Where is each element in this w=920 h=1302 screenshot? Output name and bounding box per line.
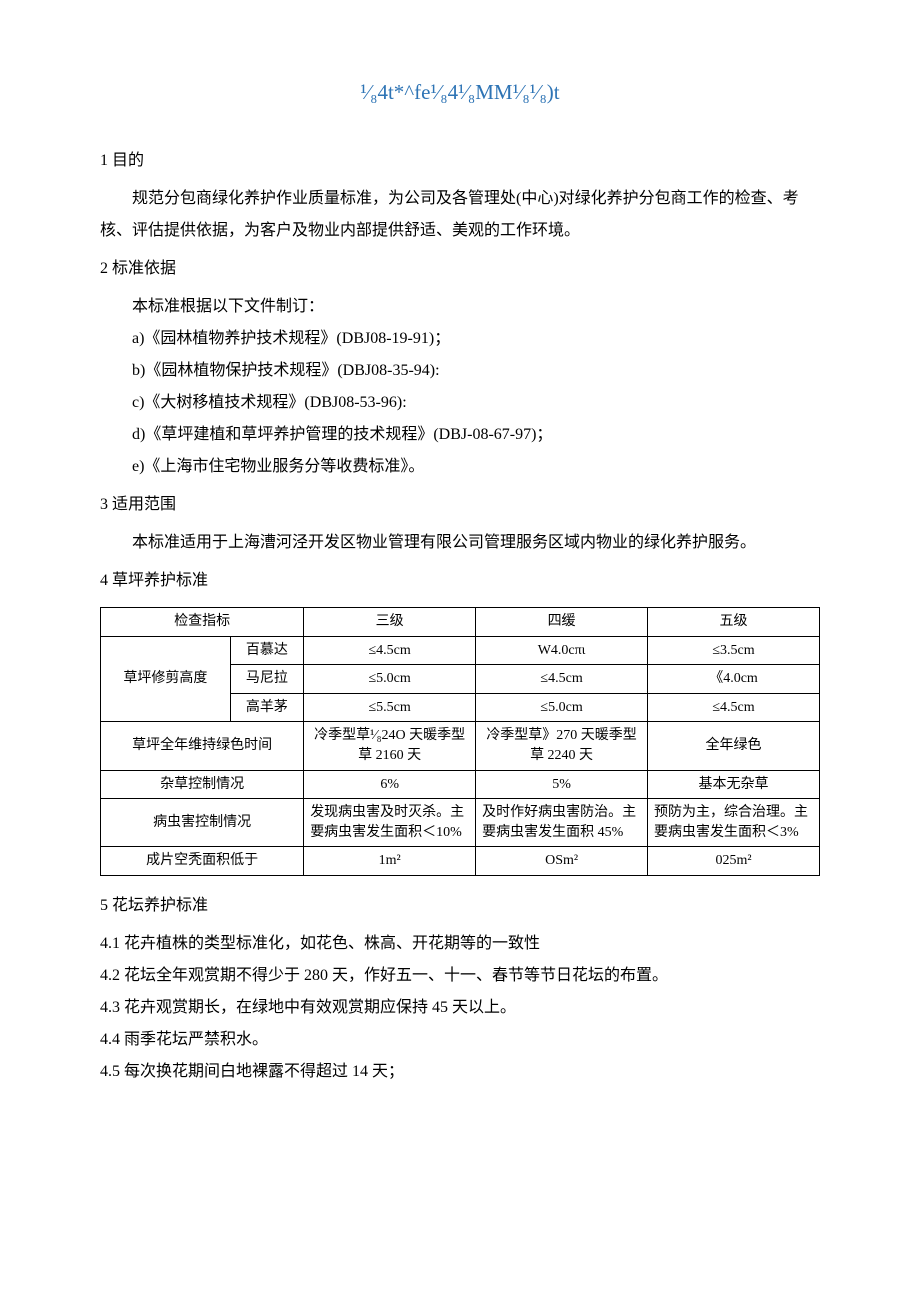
cell-value: 发现病虫害及时灭杀。主要病虫害发生面积＜10% <box>304 799 476 847</box>
table-row: 成片空秃面积低于 1m² OSm² 025m² <box>101 847 820 876</box>
section-5-item: 4.2 花坛全年观赏期不得少于 280 天，作好五一、十一、春节等节日花坛的布置… <box>100 960 820 992</box>
table-row: 草坪全年维持绿色时间 冷季型草¹⁄₈24O 天暖季型草 2160 天 冷季型草》… <box>101 722 820 770</box>
document-page: ¹⁄₈4t*^fe¹⁄₈4¹⁄₈MM¹⁄₈¹⁄₈)t 1 目的 规范分包商绿化养… <box>0 0 920 1302</box>
cell-value: ≤5.5cm <box>304 693 476 722</box>
table-row: 草坪修剪高度 百慕达 ≤4.5cm W4.0cπι ≤3.5cm <box>101 636 820 665</box>
cell-value: 《4.0cm <box>648 665 820 694</box>
section-2-intro: 本标准根据以下文件制订： <box>100 291 820 323</box>
cell-value: ≤3.5cm <box>648 636 820 665</box>
section-3-paragraph: 本标准适用于上海漕河泾开发区物业管理有限公司管理服务区域内物业的绿化养护服务。 <box>100 527 820 559</box>
section-5-item: 4.5 每次换花期间白地裸露不得超过 14 天； <box>100 1056 820 1088</box>
section-3-heading: 3 适用范围 <box>100 489 820 521</box>
cell-grass-name: 高羊茅 <box>230 693 304 722</box>
section-5-item: 4.4 雨季花坛严禁积水。 <box>100 1024 820 1056</box>
cell-value: 冷季型草》270 天暖季型草 2240 天 <box>476 722 648 770</box>
cell-value: ≤5.0cm <box>476 693 648 722</box>
section-1-heading: 1 目的 <box>100 145 820 177</box>
cell-value: ≤4.5cm <box>648 693 820 722</box>
section-5-heading: 5 花坛养护标准 <box>100 890 820 922</box>
cell-green-label: 草坪全年维持绿色时间 <box>101 722 304 770</box>
cell-grass-name: 马尼拉 <box>230 665 304 694</box>
table-row: 杂草控制情况 6% 5% 基本无杂草 <box>101 770 820 799</box>
cell-bare-label: 成片空秃面积低于 <box>101 847 304 876</box>
section-1-paragraph: 规范分包商绿化养护作业质量标准，为公司及各管理处(中心)对绿化养护分包商工作的检… <box>100 183 820 247</box>
cell-value: ≤4.5cm <box>476 665 648 694</box>
cell-value: 1m² <box>304 847 476 876</box>
table-header-level-4: 四缓 <box>476 608 648 637</box>
cell-value: 基本无杂草 <box>648 770 820 799</box>
section-2-item-b: b)《园林植物保护技术规程》(DBJ08-35-94): <box>100 355 820 387</box>
table-header-indicator: 检查指标 <box>101 608 304 637</box>
cell-value: 预防为主，综合治理。主要病虫害发生面积＜3% <box>648 799 820 847</box>
section-2-heading: 2 标准依据 <box>100 253 820 285</box>
cell-value: ≤4.5cm <box>304 636 476 665</box>
section-5-item: 4.1 花卉植株的类型标准化，如花色、株高、开花期等的一致性 <box>100 928 820 960</box>
section-2-item-a: a)《园林植物养护技术规程》(DBJ08-19-91)； <box>100 323 820 355</box>
table-row: 病虫害控制情况 发现病虫害及时灭杀。主要病虫害发生面积＜10% 及时作好病虫害防… <box>101 799 820 847</box>
section-4-heading: 4 草坪养护标准 <box>100 565 820 597</box>
table-header-level-5: 五级 <box>648 608 820 637</box>
section-2-item-d: d)《草坪建植和草坪养护管理的技术规程》(DBJ-08-67-97)； <box>100 419 820 451</box>
cell-value: 6% <box>304 770 476 799</box>
cell-value: 025m² <box>648 847 820 876</box>
section-2-item-c: c)《大树移植技术规程》(DBJ08-53-96): <box>100 387 820 419</box>
cell-pests-label: 病虫害控制情况 <box>101 799 304 847</box>
cell-value: 5% <box>476 770 648 799</box>
cell-value: 及时作好病虫害防治。主要病虫害发生面积 45% <box>476 799 648 847</box>
lawn-standards-table: 检查指标 三级 四缓 五级 草坪修剪高度 百慕达 ≤4.5cm W4.0cπι … <box>100 607 820 876</box>
cell-value: W4.0cπι <box>476 636 648 665</box>
table-header-row: 检查指标 三级 四缓 五级 <box>101 608 820 637</box>
cell-value: OSm² <box>476 847 648 876</box>
document-title: ¹⁄₈4t*^fe¹⁄₈4¹⁄₈MM¹⁄₈¹⁄₈)t <box>100 80 820 105</box>
cell-value: ≤5.0cm <box>304 665 476 694</box>
cell-trim-label: 草坪修剪高度 <box>101 636 231 722</box>
cell-value: 全年绿色 <box>648 722 820 770</box>
cell-weeds-label: 杂草控制情况 <box>101 770 304 799</box>
section-2-item-e: e)《上海市住宅物业服务分等收费标准》。 <box>100 451 820 483</box>
table-header-level-3: 三级 <box>304 608 476 637</box>
cell-grass-name: 百慕达 <box>230 636 304 665</box>
section-5-item: 4.3 花卉观赏期长，在绿地中有效观赏期应保持 45 天以上。 <box>100 992 820 1024</box>
cell-value: 冷季型草¹⁄₈24O 天暖季型草 2160 天 <box>304 722 476 770</box>
